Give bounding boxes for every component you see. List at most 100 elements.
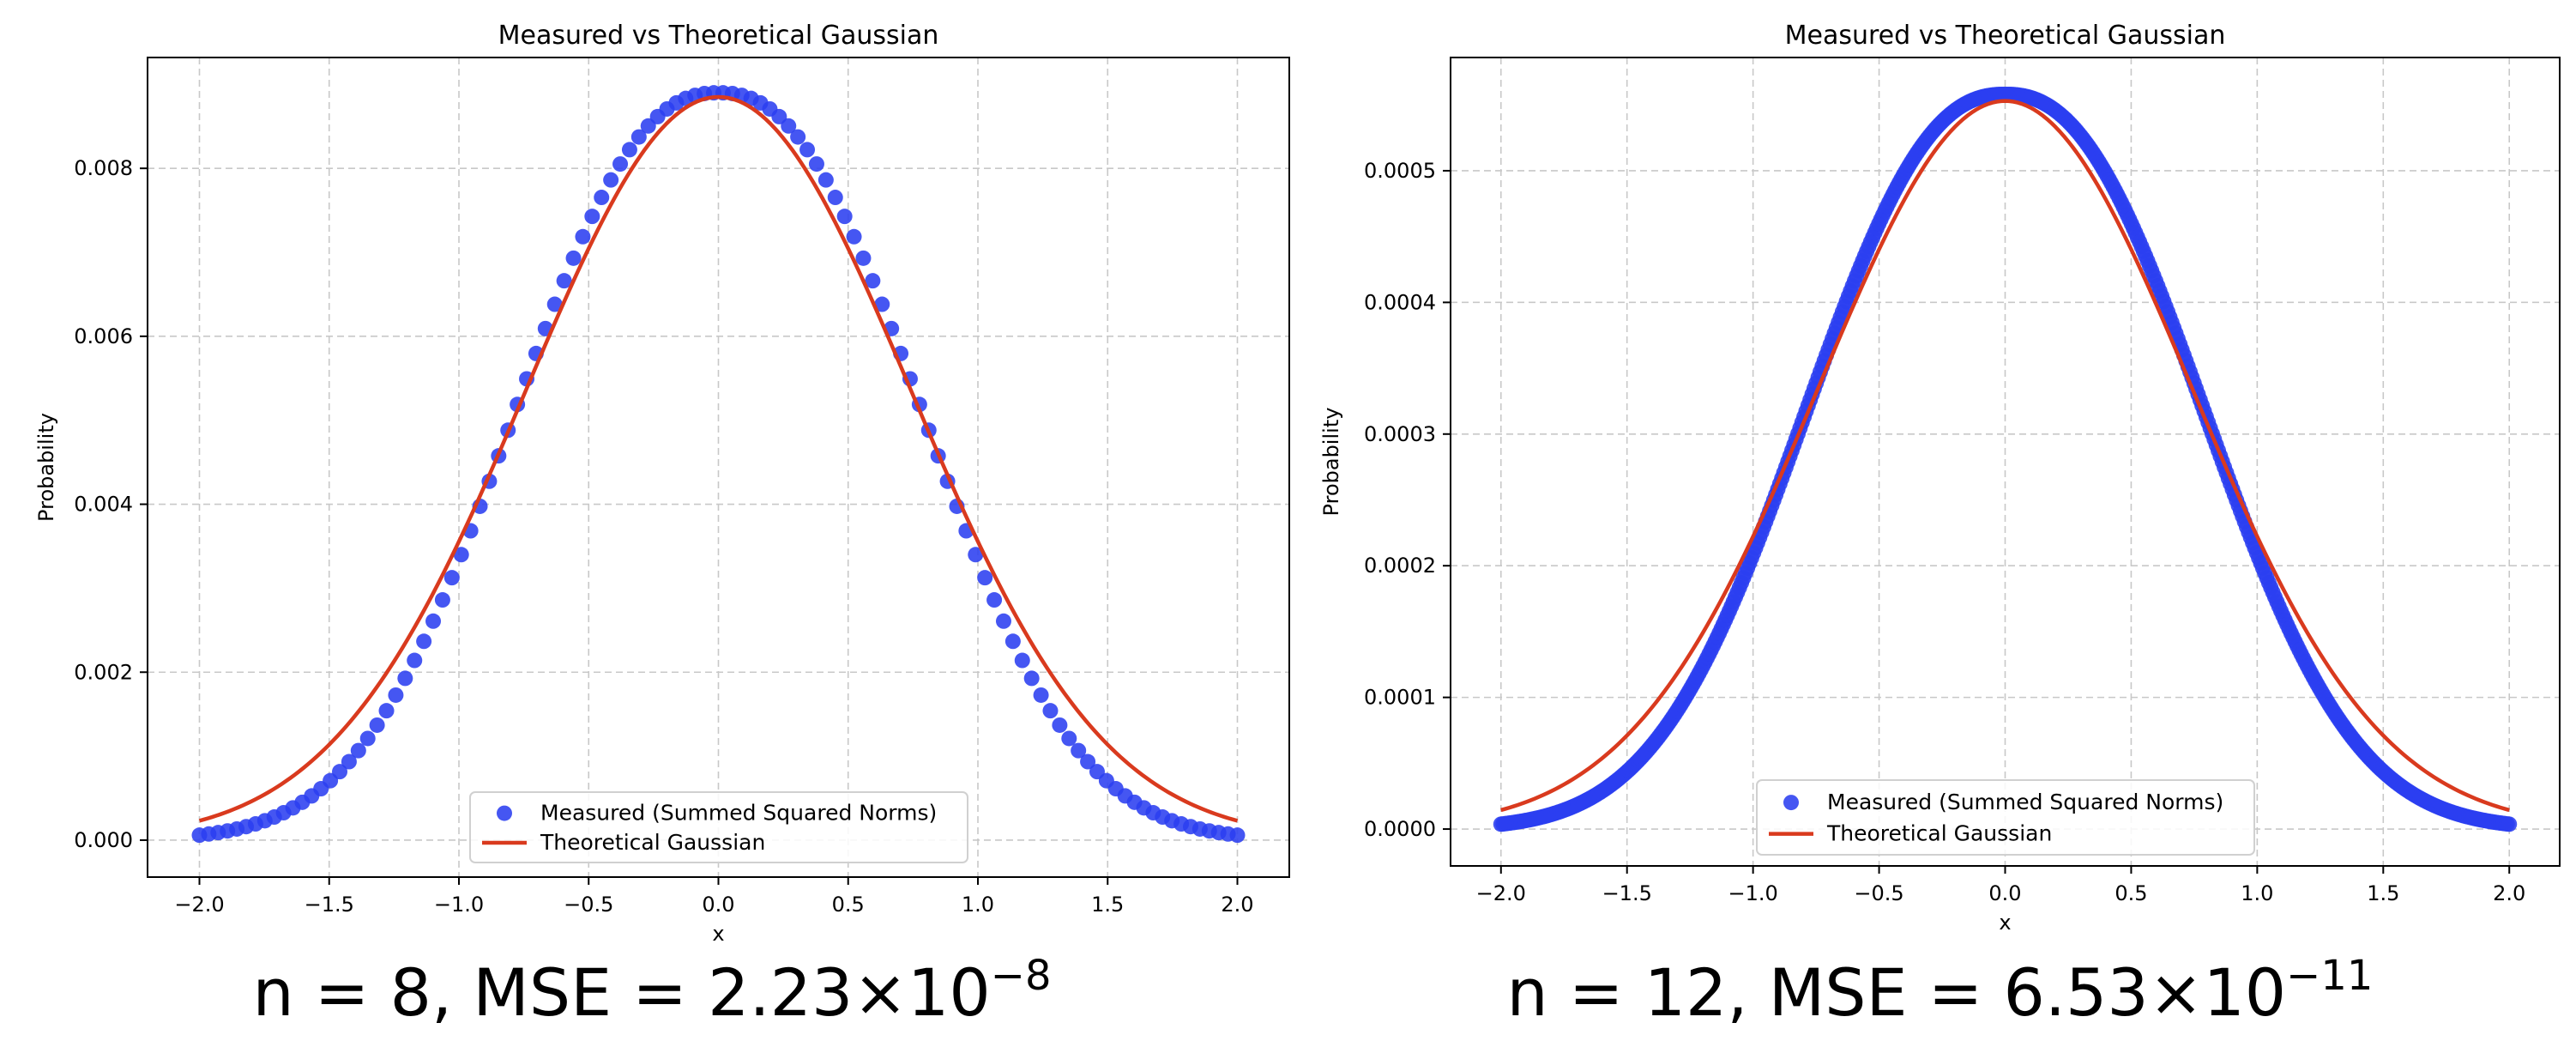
data-point bbox=[575, 228, 591, 245]
y-tick-label: 0.0002 bbox=[1364, 554, 1436, 578]
series-theoretical-line bbox=[1500, 99, 2510, 813]
data-point bbox=[594, 190, 610, 206]
data-point bbox=[416, 633, 432, 650]
data-point bbox=[397, 670, 413, 687]
data-point bbox=[359, 730, 376, 747]
data-point bbox=[621, 142, 637, 158]
data-point bbox=[817, 172, 834, 188]
data-point bbox=[425, 613, 442, 629]
data-point bbox=[1004, 633, 1021, 650]
data-point bbox=[1023, 670, 1040, 687]
data-point bbox=[846, 228, 862, 245]
x-tick-label: 1.5 bbox=[2367, 881, 2399, 905]
data-point bbox=[332, 764, 348, 780]
data-point bbox=[434, 592, 450, 608]
data-point bbox=[995, 613, 1011, 629]
data-point bbox=[630, 129, 647, 145]
x-tick-label: 0.5 bbox=[2114, 881, 2147, 905]
y-tick-label: 0.0000 bbox=[1364, 817, 1436, 841]
data-point bbox=[1071, 742, 1087, 759]
x-axis-label: x bbox=[712, 922, 724, 946]
x-tick-label: −0.5 bbox=[564, 893, 613, 917]
chart-right: −2.0 −1.5 −1.0 −0.5 0.0 0.5 1.0 1.5 2.0 0.0000 0.0… bbox=[1319, 21, 2561, 935]
x-tick-label: −1.0 bbox=[1728, 881, 1777, 905]
data-point bbox=[612, 156, 629, 172]
x-tick-label: 0.0 bbox=[1988, 881, 2021, 905]
y-tick-label: 0.0003 bbox=[1364, 422, 1436, 446]
data-point bbox=[977, 570, 993, 586]
legend-label-measured: Measured (Summed Squared Norms) bbox=[1827, 790, 2223, 814]
data-point bbox=[855, 250, 872, 266]
data-point bbox=[603, 172, 619, 188]
data-point bbox=[808, 156, 824, 172]
x-tick-label: −2.0 bbox=[1476, 881, 1526, 905]
legend-box bbox=[469, 791, 968, 863]
data-point bbox=[836, 209, 853, 225]
y-tick-label: 0.0004 bbox=[1364, 290, 1436, 314]
legend-box bbox=[1756, 779, 2255, 856]
y-tick-label: 0.0001 bbox=[1364, 686, 1436, 710]
y-tick-label: 0.000 bbox=[74, 828, 133, 852]
x-tick-label: −0.5 bbox=[1854, 881, 1903, 905]
data-point bbox=[369, 717, 385, 733]
x-tick-label: −2.0 bbox=[174, 893, 224, 917]
x-tick-label: 1.0 bbox=[962, 893, 994, 917]
x-tick-label: 2.0 bbox=[2493, 881, 2525, 905]
legend-marker-measured bbox=[497, 805, 512, 821]
y-axis-label: Probability bbox=[34, 413, 58, 522]
x-tick-label: −1.5 bbox=[305, 893, 354, 917]
chart-title: Measured vs Theoretical Gaussian bbox=[498, 21, 939, 51]
caption-left: n = 8, MSE = 2.23×10−8 bbox=[0, 954, 1304, 1032]
y-tick-label: 0.004 bbox=[74, 493, 133, 517]
data-point bbox=[388, 687, 404, 703]
legend-label-measured: Measured (Summed Squared Norms) bbox=[540, 801, 937, 826]
x-tick-label: 0.5 bbox=[832, 893, 865, 917]
data-point bbox=[2501, 816, 2518, 832]
x-tick-label: 1.5 bbox=[1091, 893, 1124, 917]
data-point bbox=[799, 142, 816, 158]
data-point bbox=[341, 754, 357, 770]
y-tick-label: 0.006 bbox=[74, 324, 133, 348]
data-point bbox=[640, 118, 656, 134]
chart-title: Measured vs Theoretical Gaussian bbox=[1785, 21, 2226, 51]
data-point bbox=[546, 296, 563, 312]
data-point bbox=[1033, 687, 1049, 703]
y-axis-label: Probability bbox=[1319, 408, 1343, 517]
data-point bbox=[827, 190, 843, 206]
legend-label-theoretical: Theoretical Gaussian bbox=[1826, 821, 2052, 846]
data-point bbox=[968, 547, 984, 563]
series-theoretical-line bbox=[198, 94, 1239, 823]
caption-right: n = 12, MSE = 6.53×10−11 bbox=[1304, 954, 2576, 1032]
data-point bbox=[1052, 717, 1068, 733]
data-point bbox=[781, 118, 797, 134]
data-point bbox=[1042, 703, 1059, 719]
data-point bbox=[378, 703, 395, 719]
legend: Measured (Summed Squared Norms) Theoretic… bbox=[1756, 779, 2255, 856]
data-point bbox=[1229, 827, 1246, 844]
data-point bbox=[1061, 730, 1077, 747]
x-tick-label: −1.5 bbox=[1602, 881, 1652, 905]
data-point bbox=[865, 273, 881, 289]
x-tick-label: 2.0 bbox=[1221, 893, 1253, 917]
series-measured bbox=[1493, 86, 2518, 832]
caption-right-text: n = 12, MSE = 6.53×10 bbox=[1506, 954, 2287, 1031]
data-point bbox=[584, 209, 600, 225]
legend-label-theoretical: Theoretical Gaussian bbox=[540, 830, 765, 855]
data-point bbox=[565, 250, 582, 266]
data-point bbox=[443, 570, 460, 586]
caption-right-exponent: −11 bbox=[2286, 952, 2374, 1000]
x-tick-label: −1.0 bbox=[434, 893, 484, 917]
caption-left-text: n = 8, MSE = 2.23×10 bbox=[252, 954, 991, 1031]
data-point bbox=[1080, 754, 1096, 770]
data-point bbox=[874, 296, 890, 312]
y-tick-label: 0.0005 bbox=[1364, 159, 1436, 183]
y-tick-label: 0.008 bbox=[74, 156, 133, 180]
data-point bbox=[790, 129, 806, 145]
y-tick-label: 0.002 bbox=[74, 660, 133, 684]
legend: Measured (Summed Squared Norms) Theoretic… bbox=[469, 791, 968, 863]
data-point bbox=[453, 547, 469, 563]
data-point bbox=[771, 108, 787, 124]
x-tick-label: 0.0 bbox=[702, 893, 734, 917]
legend-marker-measured bbox=[1783, 795, 1799, 811]
